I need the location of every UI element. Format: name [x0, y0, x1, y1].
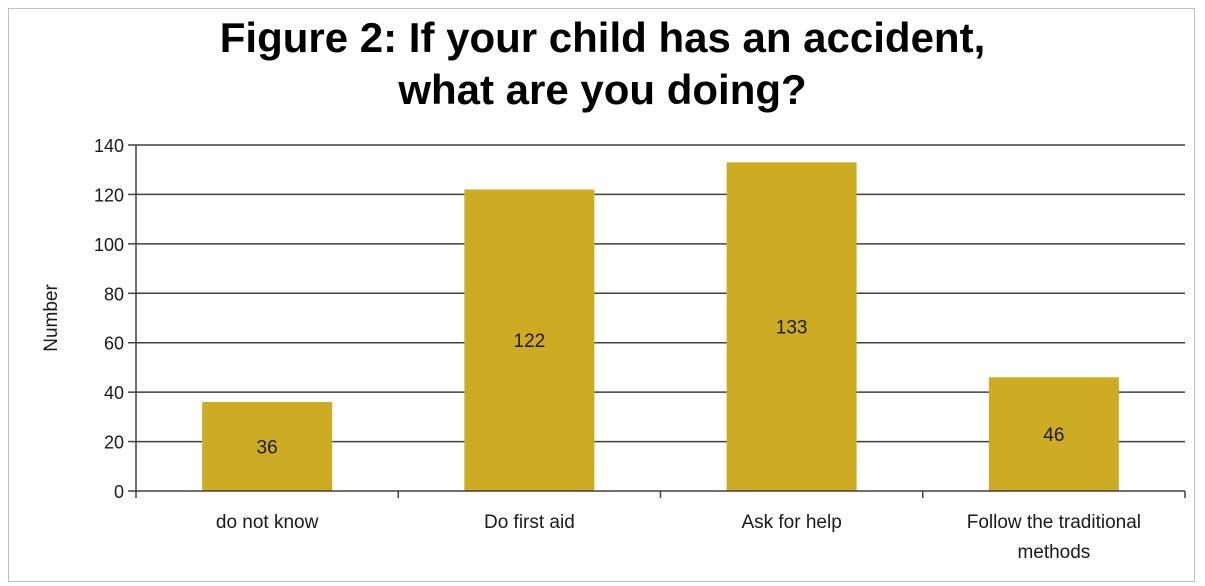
- data-label: 46: [1043, 425, 1064, 446]
- data-label: 122: [514, 331, 546, 352]
- x-category-label: Do first aid: [484, 512, 575, 533]
- y-tick-label: 140: [94, 136, 124, 156]
- y-tick-label: 80: [104, 284, 124, 304]
- data-label: 133: [776, 318, 808, 339]
- y-tick-label: 100: [94, 235, 124, 255]
- bars: [202, 162, 1119, 492]
- bar: [464, 189, 595, 491]
- chart-title-line-2: what are you doing?: [398, 66, 807, 113]
- bar: [726, 162, 857, 492]
- labels: 0 20 40 60 80 100 120 140 36 do not know 122 Do fir…: [94, 136, 1141, 563]
- x-category-label: do not know: [216, 512, 319, 533]
- bar: [988, 377, 1119, 491]
- chart-title-line-1: Figure 2: If your child has an accident,: [219, 14, 986, 61]
- y-tick-label: 40: [104, 383, 124, 403]
- y-tick-label: 120: [94, 185, 124, 205]
- y-tick-label: 60: [104, 334, 124, 354]
- x-category-label: methods: [1017, 542, 1090, 563]
- y-tick-label: 0: [114, 482, 124, 502]
- x-category-label: Follow the traditional: [967, 512, 1141, 533]
- y-axis-title: Number: [41, 284, 62, 352]
- axes: [128, 144, 1186, 498]
- bar: [202, 402, 333, 491]
- x-category-label: Ask for help: [741, 512, 841, 533]
- y-tick-label: 20: [104, 433, 124, 453]
- chart-title: Figure 2: If your child has an accident,…: [0, 12, 1205, 116]
- data-label: 36: [257, 438, 278, 459]
